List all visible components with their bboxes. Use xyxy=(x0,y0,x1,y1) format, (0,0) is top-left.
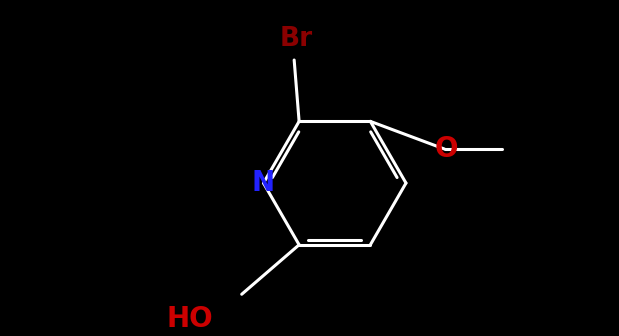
Text: Br: Br xyxy=(280,26,313,52)
Text: N: N xyxy=(252,169,275,197)
Text: HO: HO xyxy=(167,305,214,333)
Text: O: O xyxy=(435,135,458,163)
